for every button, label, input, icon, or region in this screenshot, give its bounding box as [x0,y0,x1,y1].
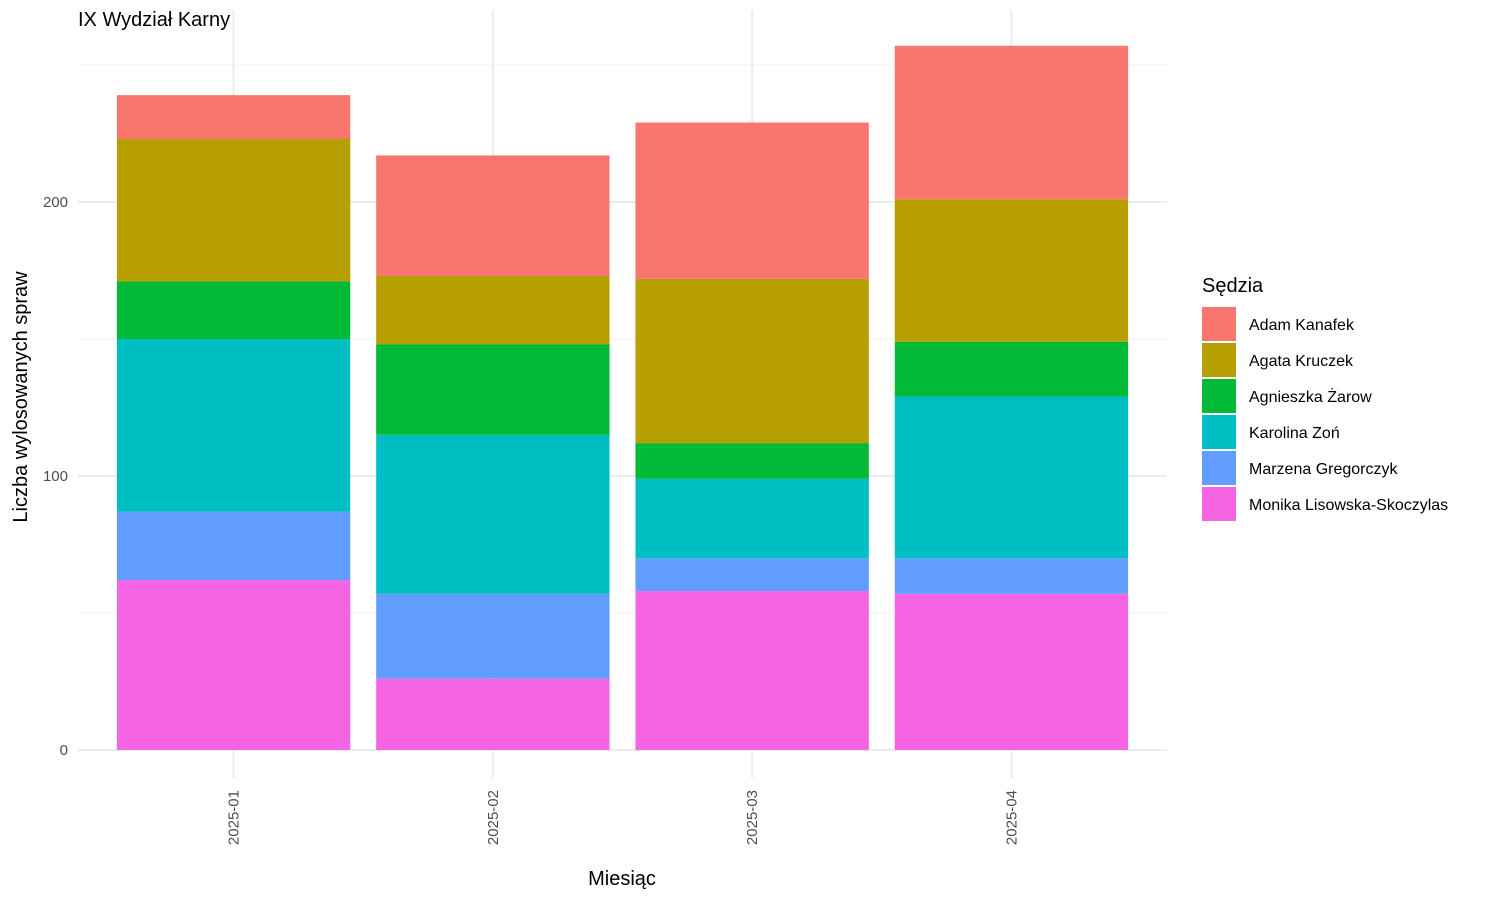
legend-label: Agnieszka Żarow [1249,387,1372,406]
x-tick-label: 2025-03 [744,790,761,845]
bar-segment [116,511,351,581]
legend-swatch [1202,487,1236,521]
bar-segment [894,558,1129,594]
legend: Sędzia Adam Kanafek Agata Kruczek Agnieszk… [1202,275,1448,521]
legend-swatch [1202,343,1236,377]
bar-segment [635,478,869,559]
bar-segment [894,199,1129,342]
legend-swatch [1202,415,1236,449]
bar-segment [635,443,869,479]
bar-segment [376,155,610,276]
y-tick-label: 0 [60,742,68,759]
bar-segment [376,275,610,345]
legend-label: Karolina Zoń [1249,425,1340,442]
legend-label: Marzena Gregorczyk [1249,461,1398,478]
x-tick-label: 2025-04 [1003,790,1020,845]
bar-segment [635,122,869,279]
legend-items: Adam Kanafek Agata Kruczek Agnieszka Żarow… [1202,307,1448,521]
x-tick-label: 2025-02 [485,790,502,845]
legend-title: Sędzia [1202,275,1264,297]
bar-segment [635,558,869,592]
bars [116,45,1129,750]
bar-segment [376,678,610,750]
bar-segment [376,593,610,679]
x-tick-label: 2025-01 [226,790,243,845]
x-axis-title: Miesiąc [588,868,656,890]
legend-swatch [1202,451,1236,485]
legend-label: Adam Kanafek [1249,317,1355,334]
bar-segment [116,339,351,512]
y-axis-ticks: 0 100 200 [43,194,68,759]
bar-segment [894,396,1129,559]
bar-segment [116,95,351,139]
y-tick-label: 100 [43,468,68,485]
bar-segment [894,593,1129,750]
bar-segment [116,281,351,339]
legend-swatch [1202,307,1236,341]
legend-label: Monika Lisowska-Skoczylas [1249,497,1448,514]
bar-segment [376,344,610,435]
bar-segment [635,591,869,750]
chart-title: IX Wydział Karny [78,9,230,31]
y-axis-title: Liczba wylosowanych spraw [10,271,32,523]
y-tick-label: 200 [43,194,68,211]
bar-segment [116,138,351,282]
bar-segment [376,434,610,594]
legend-swatch [1202,379,1236,413]
bar-segment [894,45,1129,200]
bar-segment [635,278,869,444]
legend-label: Agata Kruczek [1249,353,1354,370]
bar-segment [894,341,1129,397]
x-axis-ticks: 2025-01 2025-02 2025-03 2025-04 [226,790,1021,845]
bar-segment [116,580,351,750]
